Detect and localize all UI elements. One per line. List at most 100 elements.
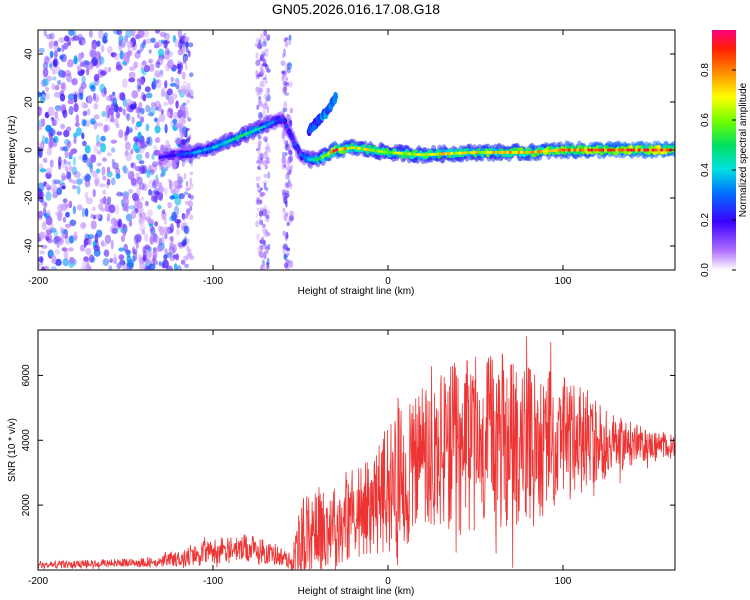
noise-speckle (255, 213, 259, 218)
noise-speckle (264, 164, 268, 170)
noise-speckle (157, 48, 165, 57)
noise-speckle (289, 260, 294, 268)
noise-speckle (53, 138, 58, 148)
trace-core (368, 148, 373, 152)
snr-ticks: -200 -100 0 100 2000 4000 6000 (21, 330, 675, 587)
noise-speckle (124, 249, 131, 255)
noise-speckle (283, 262, 289, 269)
noise-speckle (169, 242, 174, 250)
noise-speckle (186, 36, 190, 42)
noise-speckle (171, 93, 178, 100)
noise-speckle (153, 260, 159, 266)
noise-speckle (184, 62, 188, 71)
trace-core (338, 147, 342, 151)
noise-speckle (68, 165, 74, 172)
noise-speckle (63, 129, 70, 138)
trace-core (458, 151, 462, 155)
trace-core (296, 147, 300, 151)
noise-speckle (73, 56, 78, 65)
trace-core (472, 150, 476, 155)
noise-speckle (141, 164, 148, 174)
noise-speckle (137, 30, 145, 38)
noise-speckle (257, 185, 261, 190)
noise-speckle (156, 244, 163, 252)
noise-speckle (125, 125, 130, 136)
noise-speckle (127, 171, 131, 177)
noise-speckle (85, 197, 93, 205)
noise-speckle (47, 106, 55, 117)
noise-speckle (148, 49, 152, 54)
trace-core (242, 133, 247, 137)
trace-core (646, 148, 650, 152)
noise-speckle (39, 191, 45, 199)
noise-speckle (106, 213, 111, 220)
noise-speckle (146, 250, 153, 259)
noise-speckle (169, 236, 174, 242)
noise-speckle (160, 236, 165, 246)
noise-speckle (55, 258, 62, 266)
trace-core (195, 150, 199, 154)
noise-speckle (150, 169, 155, 176)
noise-speckle (257, 134, 262, 140)
noise-speckle (124, 141, 131, 151)
noise-speckle (286, 114, 292, 121)
trace-core (248, 130, 252, 134)
noise-speckle (148, 179, 155, 189)
noise-speckle (54, 235, 62, 243)
noise-speckle (93, 144, 98, 154)
trace-core (500, 150, 504, 154)
noise-speckle (139, 206, 145, 214)
noise-speckle (144, 86, 151, 93)
noise-speckle (155, 61, 161, 69)
noise-speckle (85, 247, 92, 256)
trace-core (590, 148, 594, 152)
trace-core (399, 151, 403, 155)
trace-core (298, 153, 303, 157)
noise-speckle (259, 35, 265, 41)
noise-speckle (158, 113, 166, 123)
trace-core (632, 148, 636, 152)
trace-core (366, 148, 370, 152)
noise-speckle (62, 216, 67, 223)
noise-speckle (282, 86, 287, 95)
noise-speckle (46, 33, 53, 40)
snr-xlabel: Height of straight line (km) (298, 586, 415, 597)
noise-speckle (284, 214, 288, 222)
trace-core (318, 156, 322, 160)
noise-speckle (95, 51, 101, 59)
noise-speckle (86, 258, 90, 268)
noise-speckle (51, 254, 57, 264)
noise-speckle (267, 94, 271, 102)
noise-speckle (120, 235, 126, 242)
noise-speckle (151, 81, 158, 90)
noise-speckle (166, 252, 173, 258)
noise-speckle (99, 70, 107, 76)
noise-speckle (259, 199, 263, 204)
noise-speckle (286, 247, 291, 252)
noise-speckle (44, 137, 49, 145)
trace-core (564, 148, 569, 152)
trace-core (231, 137, 235, 141)
noise-speckle (188, 72, 194, 78)
noise-speckle (43, 202, 48, 208)
trace-core (245, 131, 249, 136)
noise-speckle (80, 266, 88, 270)
trace-core (380, 149, 384, 154)
noise-speckle (111, 158, 115, 165)
noise-speckle (54, 249, 61, 255)
noise-speckle (136, 82, 142, 92)
noise-speckle (69, 219, 77, 226)
noise-speckle (142, 183, 148, 191)
noise-speckle (150, 190, 158, 200)
noise-speckle (189, 206, 193, 211)
trace-core (374, 149, 378, 153)
noise-speckle (163, 217, 167, 225)
noise-speckle (106, 152, 112, 157)
noise-speckle (93, 245, 101, 252)
noise-speckle (118, 92, 124, 101)
noise-speckle (130, 178, 137, 186)
noise-speckle (189, 177, 193, 185)
noise-speckle (183, 55, 188, 63)
noise-speckle (60, 82, 66, 90)
noise-speckle (61, 247, 67, 252)
